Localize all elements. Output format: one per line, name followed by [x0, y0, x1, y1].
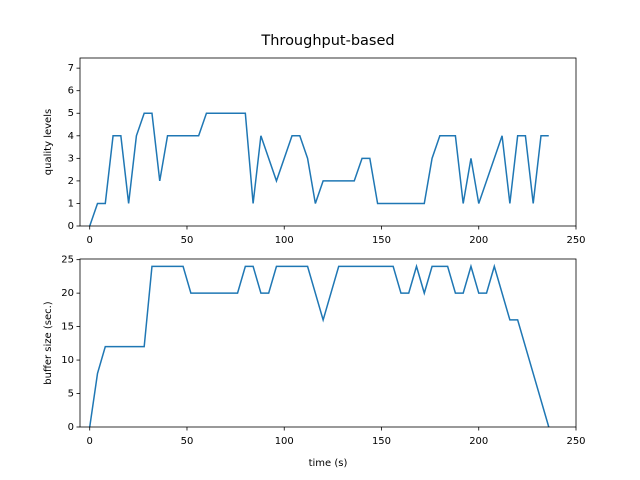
x-tick-label: 150	[372, 436, 391, 447]
y-axis-label: buffer size (sec.)	[43, 301, 54, 385]
x-tick-label: 50	[181, 436, 194, 447]
x-tick-label: 250	[566, 436, 585, 447]
y-tick-label: 3	[68, 153, 74, 164]
x-tick-label: 50	[181, 235, 194, 246]
y-tick-label: 5	[68, 389, 74, 400]
data-line	[88, 263, 550, 428]
x-tick-label: 100	[275, 436, 294, 447]
x-tick-label: 250	[566, 235, 585, 246]
y-tick-label: 0	[68, 422, 74, 433]
axes-frame	[79, 57, 577, 227]
x-axis-label: time (s)	[309, 458, 348, 469]
y-axis-label: quality levels	[43, 109, 54, 175]
x-tick-label: 0	[87, 436, 93, 447]
y-tick-label: 7	[68, 63, 74, 74]
y-tick-label: 10	[61, 355, 74, 366]
y-tick-label: 5	[68, 108, 74, 119]
y-tick-label: 20	[61, 288, 74, 299]
y-tick-label: 1	[68, 198, 74, 209]
x-tick-label: 200	[469, 436, 488, 447]
x-tick-label: 200	[469, 235, 488, 246]
y-tick-label: 0	[68, 221, 74, 232]
y-tick-label: 15	[61, 322, 74, 333]
y-tick-label: 4	[68, 131, 74, 142]
data-line	[89, 112, 549, 227]
chart-title: Throughput-based	[260, 33, 394, 49]
axes-frame	[79, 258, 577, 428]
x-tick-label: 150	[372, 235, 391, 246]
y-tick-label: 2	[68, 176, 74, 187]
y-tick-label: 25	[61, 255, 74, 266]
y-tick-label: 6	[68, 86, 74, 97]
x-tick-label: 100	[275, 235, 294, 246]
x-tick-label: 0	[87, 235, 93, 246]
